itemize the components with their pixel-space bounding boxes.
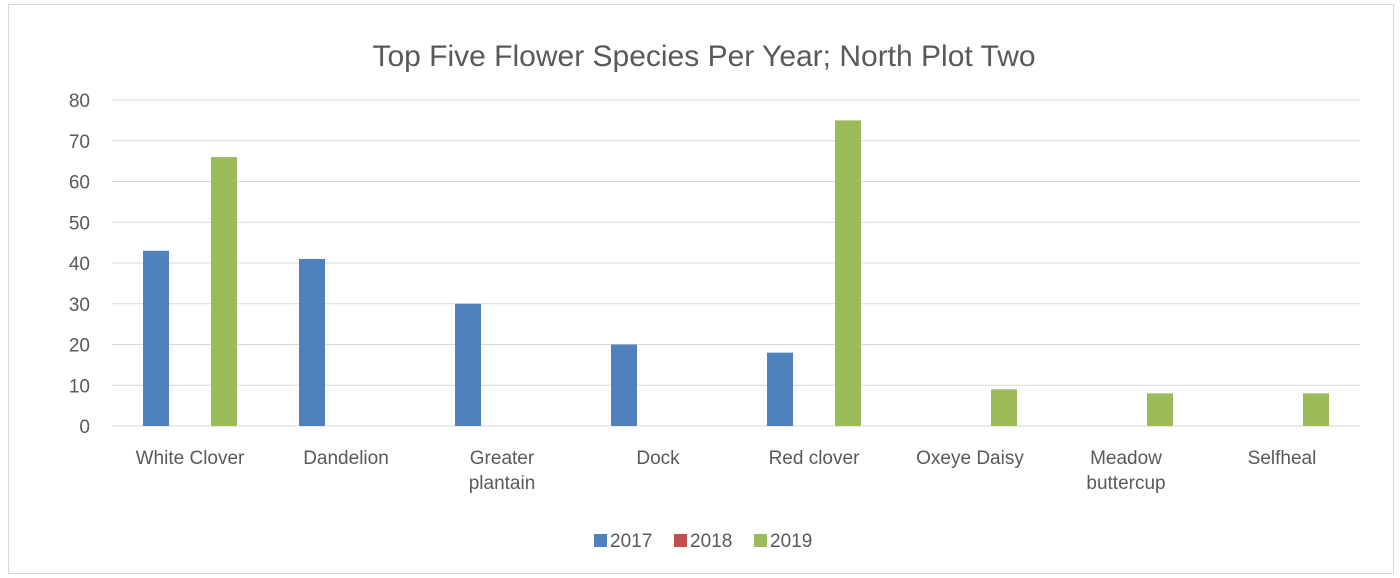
bar-2019 (991, 389, 1017, 426)
x-category-label: Dock (636, 448, 680, 469)
legend-swatch (594, 534, 607, 547)
bar-2019 (1147, 393, 1173, 426)
x-category-label: Dandelion (303, 448, 389, 469)
category-labels: White Clover Dandelion Greater plantain Dock… (136, 448, 1317, 494)
legend-item: 2018 (674, 531, 732, 552)
legend-item: 2017 (594, 531, 652, 552)
x-category-label: White Clover (136, 448, 245, 469)
legend-swatch (754, 534, 767, 547)
y-tick-label: 50 (69, 213, 90, 234)
legend-item: 2019 (754, 531, 812, 552)
y-tick-label: 10 (69, 376, 90, 397)
x-category-label: Red clover (769, 448, 860, 469)
bar-2017 (767, 352, 793, 426)
y-tick-label: 70 (69, 132, 90, 153)
bars (143, 120, 1329, 427)
y-tick-label: 40 (69, 254, 90, 275)
legend-swatch (674, 534, 687, 547)
y-tick-label: 30 (69, 295, 90, 316)
y-tick-label: 20 (69, 336, 90, 357)
legend-label: 2017 (610, 531, 652, 552)
legend-label: 2018 (690, 531, 732, 552)
bar-2017 (455, 303, 481, 426)
legend: 2017 2018 2019 (594, 531, 812, 552)
bar-2017 (299, 258, 325, 426)
x-category-label: Meadow buttercup (1086, 448, 1165, 494)
bar-2019 (835, 120, 861, 426)
x-category-label: Greater plantain (469, 448, 536, 494)
x-category-label: Selfheal (1248, 448, 1317, 469)
bar-2017 (611, 344, 637, 426)
y-tick-label: 0 (79, 417, 90, 438)
y-tick-label: 80 (69, 91, 90, 112)
y-tick-label: 60 (69, 173, 90, 194)
x-category-label: Oxeye Daisy (916, 448, 1024, 469)
chart-frame (8, 4, 1394, 574)
chart-title: Top Five Flower Species Per Year; North … (372, 40, 1035, 73)
legend-label: 2019 (770, 531, 812, 552)
bar-2019 (1303, 393, 1329, 426)
y-axis-ticks: 0 10 20 30 40 50 60 70 80 (69, 91, 90, 438)
bar-2017 (143, 250, 169, 426)
bar-2019 (211, 157, 237, 427)
